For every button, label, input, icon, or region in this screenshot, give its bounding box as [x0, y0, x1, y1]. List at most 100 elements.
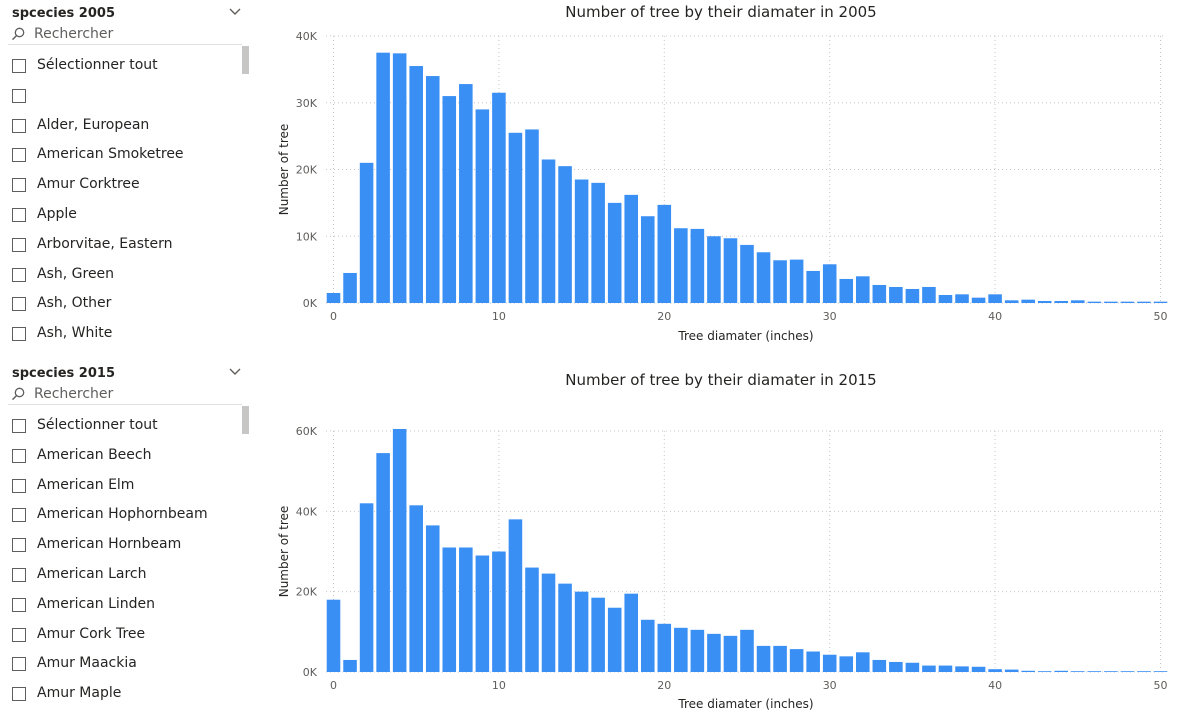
bar[interactable] — [442, 547, 457, 672]
bar[interactable] — [1037, 671, 1052, 672]
bar[interactable] — [1021, 670, 1035, 672]
bar[interactable] — [740, 244, 754, 303]
checkbox[interactable] — [12, 687, 26, 702]
bar[interactable] — [789, 649, 804, 672]
bar[interactable] — [822, 654, 837, 672]
bar[interactable] — [789, 259, 804, 303]
bar[interactable] — [922, 665, 936, 672]
bar[interactable] — [806, 270, 820, 303]
bar[interactable] — [1120, 671, 1135, 672]
bar[interactable] — [574, 591, 589, 672]
slicer-item[interactable]: Ash, Other — [0, 292, 240, 318]
bar[interactable] — [806, 651, 820, 672]
bar[interactable] — [1054, 300, 1069, 303]
bar[interactable] — [822, 264, 837, 303]
checkbox[interactable] — [12, 508, 26, 523]
bar[interactable] — [591, 597, 605, 672]
bar[interactable] — [988, 294, 1002, 303]
slicer-item[interactable] — [0, 84, 240, 110]
bar[interactable] — [1087, 301, 1102, 303]
slicer-item[interactable]: Sélectionner tout — [0, 54, 240, 80]
slicer-item[interactable]: American Hophornbeam — [0, 503, 240, 529]
bar[interactable] — [1021, 299, 1035, 303]
bar[interactable] — [326, 599, 341, 672]
checkbox[interactable] — [12, 568, 26, 582]
slicer-2015-scrollbar[interactable] — [242, 406, 249, 434]
bar[interactable] — [905, 662, 920, 672]
bar[interactable] — [1071, 671, 1085, 672]
bar[interactable] — [1004, 300, 1019, 303]
checkbox[interactable] — [12, 59, 26, 73]
bar[interactable] — [392, 428, 407, 672]
slicer-item[interactable]: Apple — [0, 203, 240, 229]
bar[interactable] — [492, 92, 506, 303]
bar[interactable] — [343, 272, 357, 303]
slicer-item[interactable]: Ash, White — [0, 322, 240, 348]
bar[interactable] — [889, 661, 903, 672]
bar[interactable] — [1104, 671, 1118, 672]
slicer-item[interactable]: American Beech — [0, 444, 240, 470]
bar[interactable] — [657, 623, 672, 672]
slicer-item[interactable]: Amur Cork Tree — [0, 623, 240, 649]
bar[interactable] — [1071, 300, 1085, 303]
bar[interactable] — [922, 286, 936, 303]
bar[interactable] — [475, 109, 490, 303]
bar[interactable] — [971, 297, 986, 303]
slicer-item[interactable]: Amur Maple — [0, 682, 240, 708]
checkbox[interactable] — [12, 88, 26, 103]
checkbox[interactable] — [12, 478, 26, 493]
bar[interactable] — [624, 593, 639, 672]
bar[interactable] — [607, 607, 622, 672]
bar[interactable] — [525, 567, 539, 672]
bar[interactable] — [889, 286, 903, 303]
bar[interactable] — [773, 645, 787, 672]
bar[interactable] — [459, 547, 473, 672]
checkbox[interactable] — [12, 237, 26, 252]
bar[interactable] — [674, 228, 688, 303]
bar[interactable] — [690, 629, 705, 672]
checkbox[interactable] — [12, 327, 26, 342]
checkbox[interactable] — [12, 148, 26, 163]
bar[interactable] — [1137, 301, 1151, 303]
bar[interactable] — [690, 228, 705, 303]
slicer-item[interactable]: Arborvitae, Eastern — [0, 233, 240, 259]
bar[interactable] — [624, 194, 639, 303]
bar[interactable] — [541, 573, 556, 672]
checkbox[interactable] — [12, 297, 26, 312]
bar[interactable] — [425, 76, 440, 303]
slicer-item[interactable]: Alder, European — [0, 114, 240, 140]
bar[interactable] — [591, 182, 605, 303]
bar[interactable] — [508, 519, 523, 672]
search-input-2005[interactable] — [34, 25, 234, 43]
bar[interactable] — [674, 627, 688, 672]
slicer-item[interactable]: American Hornbeam — [0, 533, 240, 559]
bar[interactable] — [541, 159, 556, 303]
slicer-item[interactable]: American Elm — [0, 474, 240, 500]
slicer-item[interactable]: American Smoketree — [0, 143, 240, 169]
bar[interactable] — [442, 96, 457, 303]
bar[interactable] — [839, 278, 854, 303]
slicer-item[interactable]: American Linden — [0, 593, 240, 619]
slicer-item[interactable]: American Larch — [0, 563, 240, 589]
bar[interactable] — [607, 202, 622, 303]
bar[interactable] — [409, 505, 423, 672]
bar[interactable] — [1004, 669, 1019, 672]
bar[interactable] — [971, 666, 986, 672]
bar[interactable] — [640, 619, 655, 672]
bar[interactable] — [359, 503, 374, 672]
bar[interactable] — [1087, 671, 1102, 672]
bar[interactable] — [376, 52, 390, 303]
bar[interactable] — [756, 252, 771, 303]
bar[interactable] — [459, 84, 473, 303]
slicer-2005-scrollbar[interactable] — [242, 46, 249, 74]
bar[interactable] — [657, 204, 672, 303]
checkbox[interactable] — [12, 419, 26, 433]
checkbox[interactable] — [12, 267, 26, 282]
bar[interactable] — [475, 555, 490, 672]
checkbox[interactable] — [12, 657, 26, 672]
bar[interactable] — [955, 666, 969, 672]
bar[interactable] — [955, 294, 969, 303]
slicer-item[interactable]: Ash, Green — [0, 263, 240, 289]
bar[interactable] — [326, 292, 341, 303]
bar[interactable] — [839, 656, 854, 672]
